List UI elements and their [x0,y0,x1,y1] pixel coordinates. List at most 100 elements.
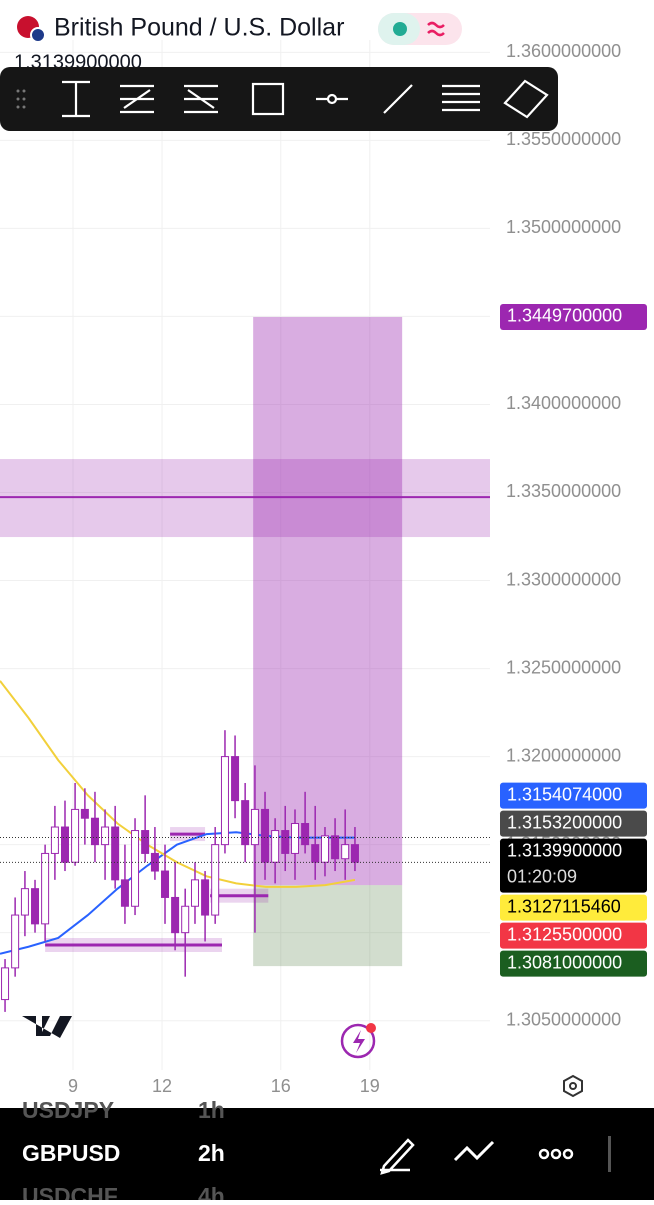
candle-body [161,870,170,898]
x-tick-label: 12 [152,1076,172,1096]
candle-body [341,844,350,860]
x-tick-label: 16 [271,1076,291,1096]
price-label-bg [500,303,647,330]
candle-body [101,826,110,846]
alerts-icon [353,1030,365,1053]
price-label: 1.3154074000 [507,784,622,804]
price-label-bg [500,950,647,977]
candle-body [271,830,280,863]
candle-body [60,826,69,863]
symbol[interactable]: GBPUSD [22,1140,120,1166]
position-stop [253,885,403,967]
position-target [253,316,403,886]
y-tick-label: 1.3050000000 [506,1009,621,1029]
candle-body [80,808,89,819]
candle-body [90,817,99,846]
candle-body [20,888,29,916]
price-label: 1.3081000000 [507,952,622,972]
delay-icon [427,21,445,37]
tool-icon[interactable] [383,84,413,114]
price-label-bg [500,922,647,949]
price-label-bg [500,782,647,809]
price-label: 1.3127115460 [507,896,621,916]
flag-icon [30,27,46,43]
toolbar-bg [0,67,558,131]
candle-body [261,808,270,863]
candle-body [31,888,40,925]
tool-icon[interactable] [326,93,338,105]
symbol[interactable]: USDJPY [22,1097,114,1123]
x-tick-label: 19 [360,1076,380,1096]
candle-body [291,823,300,854]
y-tick-label: 1.3400000000 [506,393,621,413]
price-label: 1.3139900000 [507,840,622,860]
tv-logo[interactable] [22,1016,72,1038]
alert-badge [366,1023,376,1033]
more-button[interactable] [538,1148,574,1160]
tool-icon[interactable] [120,84,154,114]
candle-body [1,967,10,1001]
tool-icon[interactable] [62,80,90,118]
price-label-bg [500,838,647,893]
candle-body [250,808,259,846]
tool-icon[interactable] [251,82,285,116]
status-dot [393,22,407,36]
price-label-bg [500,810,647,837]
tool-icon[interactable] [442,84,480,112]
candle-body [141,830,150,854]
y-tick-label: 1.3200000000 [506,745,621,765]
candle-body [301,823,310,846]
y-tick-label: 1.3350000000 [506,481,621,501]
bottom-bar [0,1108,654,1200]
tool-icon[interactable] [503,79,549,119]
symbol-title[interactable]: British Pound / U.S. Dollar [54,14,344,42]
candle-body [331,835,340,860]
draw-button[interactable] [380,1138,415,1175]
y-tick-label: 1.3500000000 [506,217,621,237]
x-tick-label: 9 [68,1076,78,1096]
symbol[interactable]: USDCHF [22,1183,118,1205]
trend-button[interactable] [453,1140,495,1162]
candle-body [350,844,359,863]
candle-body [281,830,290,854]
plot: 9 12 16 19 [0,40,490,1096]
price-scale: 1.3600000000 1.3550000000 1.3500000000 1.34… [500,41,647,1029]
candle-body [50,826,59,854]
candle-body [231,756,240,802]
tool-icon[interactable] [184,84,218,114]
candle-body [41,852,50,925]
drawing-toolbar [0,67,558,131]
separator [608,1136,611,1172]
y-tick-label: 1.3550000000 [506,129,621,149]
candle-body [111,826,120,881]
price-label: 1.3449700000 [507,306,622,326]
price-label-bg [500,894,647,921]
candle-body [320,835,329,863]
price-label: 1.3153200000 [507,812,622,832]
candle-body [171,896,180,934]
countdown: 01:20:09 [507,866,577,886]
interval[interactable]: 2h [198,1140,225,1166]
candle-body [211,844,220,916]
y-tick-label: 1.3600000000 [506,41,621,61]
candle-body [220,756,229,846]
candle-body [131,830,140,907]
candle-body [71,808,80,863]
candle-body [190,879,199,907]
settings-button[interactable] [563,1074,583,1098]
candle-body [120,879,129,907]
candle-body [150,852,159,872]
alerts-button[interactable] [340,1023,376,1059]
moving-average [0,680,356,888]
y-tick-label: 1.3250000000 [506,657,621,677]
interval[interactable]: 4h [198,1183,225,1205]
candle-body [181,905,190,934]
candle-body [241,800,250,846]
candle-body [311,844,320,863]
candle-body [11,914,20,969]
interval[interactable]: 1h [198,1097,225,1123]
candle-body [201,879,210,916]
drag-handle[interactable] [16,89,26,109]
price-label: 1.3125500000 [507,924,622,944]
